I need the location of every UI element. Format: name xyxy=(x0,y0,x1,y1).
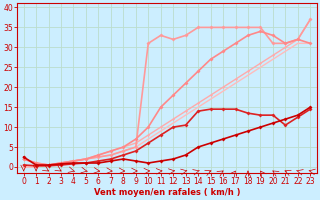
X-axis label: Vent moyen/en rafales ( km/h ): Vent moyen/en rafales ( km/h ) xyxy=(94,188,240,197)
